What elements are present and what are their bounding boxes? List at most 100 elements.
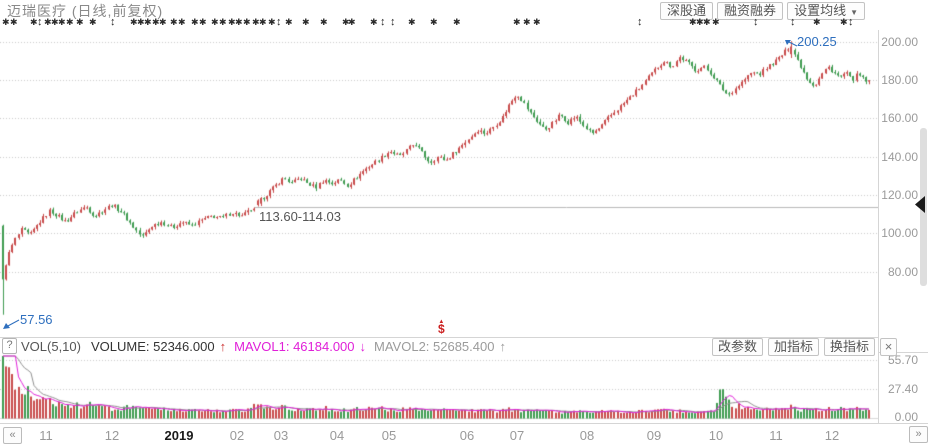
mavol2-value: MAVOL2: 52685.400 [374,338,495,354]
event-marker-icon: ↕ [637,16,643,28]
price-tick-180.00: 180.00 [881,73,918,87]
event-marker-icon: ✱ [259,17,267,27]
close-icon[interactable]: × [880,338,898,356]
event-marker-icon: ↕ [753,16,759,28]
header-button-融资融券[interactable]: 融资融券 [717,2,784,20]
event-marker-icon: ✱ [30,17,38,27]
event-marker-icon: ✱ [712,17,720,27]
axis-panel-separator-line [878,352,928,353]
axis-separator-line [878,30,879,423]
event-marker-icon: ↕ [390,16,396,28]
event-marker-icon: ✱ [430,17,438,27]
indicator-button-换指标[interactable]: 换指标 [824,338,876,356]
event-marker-icon: ✱ [243,17,251,27]
event-marker-icon: ✱ [228,17,236,27]
event-marker-icon: ✱ [58,17,66,27]
price-chart-canvas[interactable] [0,30,878,338]
date-label-10: 10 [708,428,724,443]
panel-expand-handle[interactable] [915,196,925,213]
event-marker-icon: ✱ [199,17,207,27]
high-arrow-icon [785,40,798,47]
mavol2-up-arrow-icon: ↑ [499,338,506,354]
date-label-12: 12 [824,428,840,443]
volume-chart-canvas[interactable] [0,354,878,420]
indicator-button-加指标[interactable]: 加指标 [768,338,820,356]
price-tick-120.00: 120.00 [881,188,918,202]
price-tick-160.00: 160.00 [881,111,918,125]
event-marker-icon: ✱ [211,17,219,27]
stock-title: 迈瑞医疗 (日线,前复权) [7,3,164,19]
date-label-11: 11 [769,428,783,443]
dividend-symbol: $ [438,322,445,336]
event-marker-icon: ✱ [302,17,310,27]
event-marker-icon: ✱ [152,17,160,27]
volume-tick-55.70: 55.70 [887,353,918,367]
event-marker-icon: ✱ [342,17,350,27]
event-marker-icon: ↕ [37,16,43,28]
event-marker-icon: ✱ [285,17,293,27]
scroll-left-button[interactable]: « [3,427,22,444]
bottom-axis-border [0,423,928,424]
date-label-12: 12 [104,428,120,443]
gap-annotation: 113.60-114.03 [259,209,341,224]
event-marker-icon: ✱ [235,17,243,27]
date-label-03: 03 [273,428,289,443]
event-marker-icon: ✱ [703,17,711,27]
date-label-11: 11 [39,428,53,443]
volume-tick-27.40: 27.40 [887,382,918,396]
date-label-04: 04 [329,428,345,443]
event-marker-icon: ↕ [110,16,116,28]
event-marker-icon: ↕ [790,16,796,28]
event-marker-icon: ✱ [252,17,260,27]
event-marker-icon: ✱ [320,17,328,27]
date-label-06: 06 [459,428,475,443]
event-marker-icon: ✱ [533,17,541,27]
dividend-marker-icon: ▲ $ [438,319,445,336]
event-marker-icon: ✱ [696,17,704,27]
chevron-down-icon: ▼ [850,8,858,17]
date-label-08: 08 [579,428,595,443]
help-button[interactable]: ? [2,338,17,354]
header-button-设置均线[interactable]: 设置均线 ▼ [787,2,865,20]
date-label-2019: 2019 [164,428,194,443]
event-marker-icon: ✱ [453,17,461,27]
event-marker-icon: ✱ [2,17,10,27]
event-marker-row: ✱ ✱ ✱ ↕ ✱ ✱ ✱ ✱ ✱ ✱ ↕ ✱ ✱ ✱ ✱ ✱ ✱ ✱ ✱ ✱ ✱ ✱ ✱ ✱ ✱ ✱ ✱ ✱ ↕ ✱ ✱ ✱ ✱ ✱ ✱ ↕ ↕ ✱ ✱ ✱… [0,16,880,29]
event-marker-icon: ✱ [144,17,152,27]
date-label-09: 09 [646,428,662,443]
event-marker-icon: ✱ [840,17,848,27]
price-tick-200.00: 200.00 [881,35,918,49]
event-marker-icon: ✱ [137,17,145,27]
event-marker-icon: ✱ [689,17,697,27]
event-marker-icon: ✱ [219,17,227,27]
event-marker-icon: ↕ [848,16,854,28]
header-button-深股通[interactable]: 深股通 [660,2,714,20]
event-marker-icon: ✱ [51,17,59,27]
event-marker-icon: ✱ [66,17,74,27]
header-buttons: 深股通 融资融券 设置均线 ▼ [660,2,865,20]
event-marker-icon: ✱ [44,17,52,27]
event-marker-icon: ✱ [170,17,178,27]
event-marker-icon: ✱ [813,17,821,27]
event-marker-icon: ✱ [191,17,199,27]
event-marker-icon: ✱ [370,17,378,27]
event-marker-icon: ✱ [178,17,186,27]
period-high-annotation: 200.25 [785,34,837,49]
mavol1-value: MAVOL1: 46184.000 [234,338,355,354]
volume-value: VOLUME: 52346.000 [90,338,215,354]
indicator-button-改参数[interactable]: 改参数 [712,338,764,356]
event-marker-icon: ✱ [159,17,167,27]
volume-up-arrow-icon: ↑ [219,338,227,354]
volume-header: ? VOL(5,10) VOLUME: 52346.000 ↑ MAVOL1: … [0,338,878,354]
low-arrow-icon [3,319,20,329]
event-marker-icon: ✱ [10,17,18,27]
indicator-name: VOL(5,10) [21,338,81,354]
event-marker-icon: ✱ [408,17,416,27]
price-tick-140.00: 140.00 [881,150,918,164]
period-low-value: 57.56 [20,312,53,327]
scroll-right-button[interactable]: » [909,426,928,443]
period-high-value: 200.25 [797,34,837,49]
dividend-hat: ▲ [438,319,445,325]
price-tick-80.00: 80.00 [887,265,918,279]
